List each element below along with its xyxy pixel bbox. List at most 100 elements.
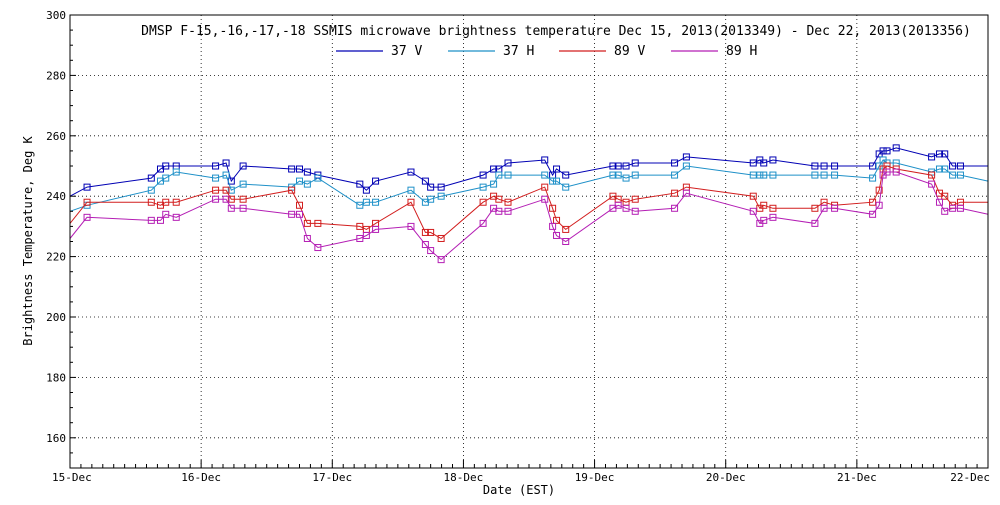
y-tick-label: 220: [46, 251, 66, 264]
data-point: [222, 171, 230, 179]
data-point: [609, 171, 617, 179]
data-point: [671, 171, 679, 179]
y-tick-label: 260: [46, 130, 66, 143]
data-point: [239, 162, 247, 170]
x-tick-label: 20-Dec: [706, 471, 746, 484]
data-point: [811, 171, 819, 179]
x-tick-label: 17-Dec: [312, 471, 352, 484]
x-tick-label: 22-Dec: [950, 471, 990, 484]
data-point: [303, 219, 311, 227]
data-point: [631, 171, 639, 179]
legend: 37 V 37 H 89 V 89 H: [336, 44, 757, 59]
data-point: [356, 180, 364, 188]
data-point: [362, 198, 370, 206]
data-point: [162, 210, 170, 218]
data-point: [541, 195, 549, 203]
data-point: [956, 162, 964, 170]
data-point: [875, 186, 883, 194]
data-point: [869, 198, 877, 206]
data-point: [421, 177, 429, 185]
data-point: [356, 201, 364, 209]
data-point: [314, 174, 322, 182]
data-point: [935, 198, 943, 206]
data-point: [303, 168, 311, 176]
x-axis-title: Date (EST): [483, 483, 555, 497]
data-point: [941, 150, 949, 158]
data-point: [622, 204, 630, 212]
plot-frame: [69, 14, 989, 469]
data-point: [549, 204, 557, 212]
data-point: [437, 183, 445, 191]
data-point: [671, 159, 679, 167]
data-point: [928, 180, 936, 188]
data-point: [609, 162, 617, 170]
chart-title: DMSP F-15,-16,-17,-18 SSMIS microwave br…: [141, 24, 971, 39]
data-point: [239, 195, 247, 203]
data-point: [212, 162, 220, 170]
data-point: [892, 144, 900, 152]
data-point: [239, 204, 247, 212]
data-point: [427, 247, 435, 255]
data-point: [212, 174, 220, 182]
x-tick-label: 16-Dec: [181, 471, 221, 484]
data-point: [356, 234, 364, 242]
legend-item: 37 H: [448, 44, 534, 59]
data-point: [949, 171, 957, 179]
data-point: [296, 177, 303, 185]
series-layer: [69, 144, 989, 264]
y-tick-label: 240: [46, 190, 66, 203]
data-point: [490, 180, 498, 188]
data-point: [831, 204, 839, 212]
data-point: [935, 150, 943, 158]
data-point: [760, 216, 768, 224]
series-line: [69, 171, 989, 261]
data-point: [831, 171, 839, 179]
data-point: [756, 171, 764, 179]
series-line: [69, 147, 988, 197]
data-point: [147, 174, 155, 182]
data-point: [941, 192, 949, 200]
series-line: [69, 159, 989, 212]
series-37-v: [69, 144, 988, 197]
data-point: [407, 222, 415, 230]
data-point: [156, 216, 164, 224]
data-point: [479, 198, 487, 206]
data-point: [769, 171, 777, 179]
data-point: [437, 234, 445, 242]
data-point: [504, 159, 512, 167]
data-point: [222, 186, 230, 194]
data-point: [956, 171, 964, 179]
data-point: [811, 204, 819, 212]
grid-layer: [70, 15, 988, 468]
data-point: [553, 216, 561, 224]
data-point: [227, 186, 235, 194]
data-point: [562, 225, 570, 233]
data-point: [553, 177, 561, 185]
data-point: [172, 198, 180, 206]
data-point: [372, 225, 380, 233]
data-point: [562, 238, 570, 245]
data-point: [892, 168, 900, 176]
x-tick-label: 18-Dec: [444, 471, 484, 484]
data-point: [314, 219, 322, 227]
legend-item: 37 V: [336, 44, 422, 59]
data-point: [437, 256, 445, 264]
data-point: [820, 171, 828, 179]
data-point: [831, 162, 839, 170]
data-point: [479, 183, 487, 191]
data-point: [549, 222, 557, 230]
legend-item: 89 V: [559, 44, 645, 59]
data-point: [227, 204, 235, 212]
data-point: [682, 189, 690, 197]
data-point: [162, 174, 170, 182]
data-point: [490, 165, 498, 173]
data-point: [288, 210, 296, 218]
data-point: [769, 156, 777, 164]
data-point: [504, 207, 512, 215]
data-point: [869, 174, 877, 182]
data-point: [941, 207, 949, 215]
data-point: [495, 171, 503, 179]
data-point: [935, 165, 943, 173]
data-point: [671, 204, 679, 212]
